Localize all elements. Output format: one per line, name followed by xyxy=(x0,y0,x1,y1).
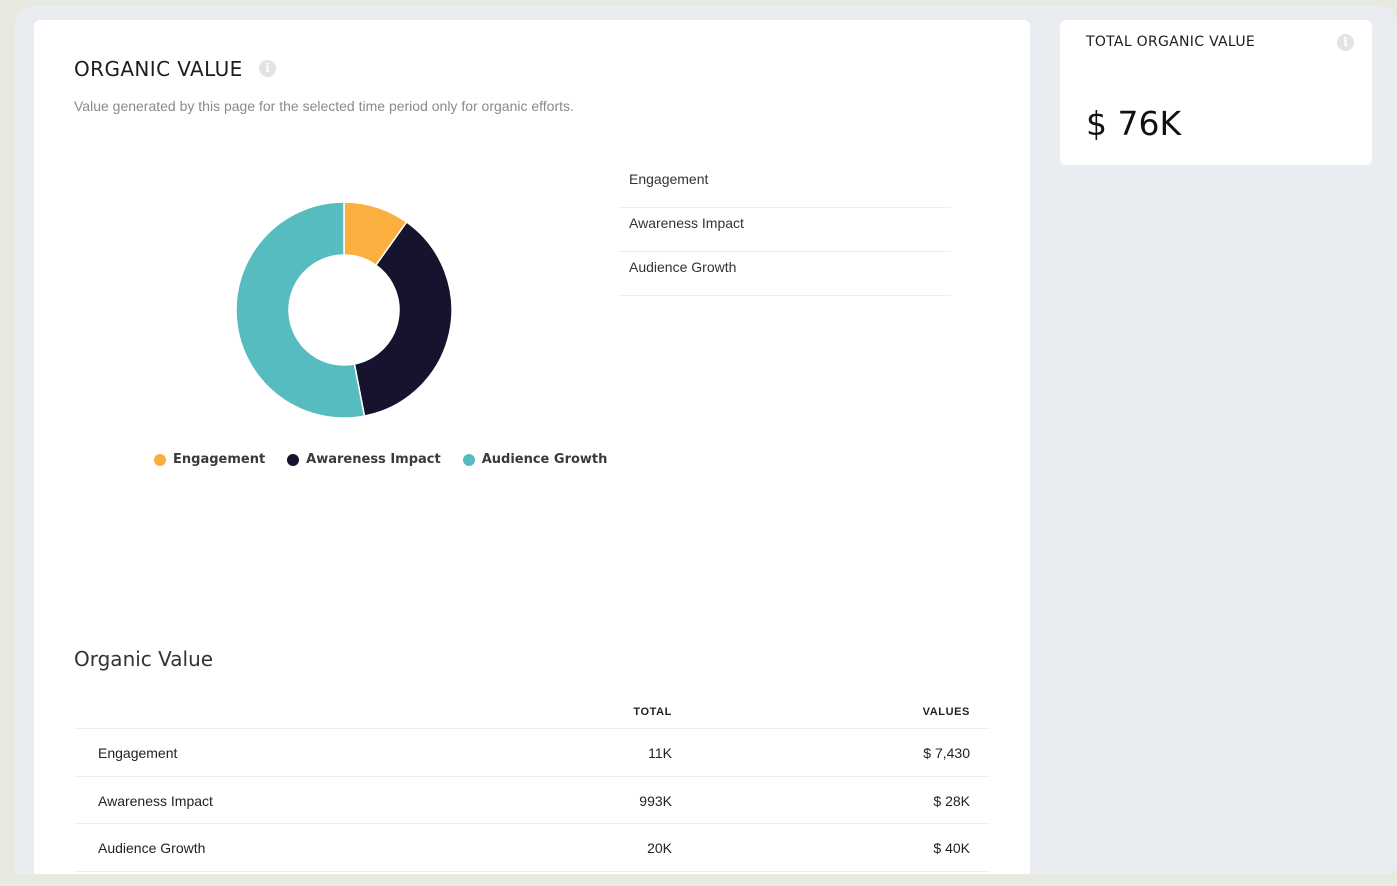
row-name: Awareness Impact xyxy=(98,792,213,809)
info-icon[interactable]: i xyxy=(1337,34,1354,51)
legend-label-audience-growth: Audience Growth xyxy=(481,452,608,467)
table-row: Audience Growth 20K $ 40K xyxy=(74,824,990,872)
info-icon[interactable]: i xyxy=(259,60,276,77)
row-value: $ 40K xyxy=(933,840,970,856)
category-list: Engagement Awareness Impact Audience Gro… xyxy=(619,164,951,296)
category-item-audience-growth[interactable]: Audience Growth xyxy=(619,252,951,296)
chart-legend: Engagement Awareness Impact Audience Gro… xyxy=(154,452,607,467)
category-item-engagement[interactable]: Engagement xyxy=(619,164,951,208)
legend-dot-audience-growth xyxy=(462,453,475,466)
table-row: Engagement 11K $ 7,430 xyxy=(74,729,990,777)
table-row: Awareness Impact 993K $ 28K xyxy=(74,777,990,824)
slice-awareness-impact[interactable] xyxy=(353,220,453,417)
donut-chart xyxy=(235,201,453,419)
legend-dot-engagement xyxy=(154,453,166,466)
slice-audience-growth[interactable] xyxy=(235,201,366,419)
header-total[interactable]: TOTAL xyxy=(633,706,672,718)
legend-item-awareness-impact[interactable]: Awareness Impact xyxy=(287,452,441,467)
legend-label-awareness-impact: Awareness Impact xyxy=(306,452,441,467)
row-value: $ 7,430 xyxy=(923,745,970,761)
organic-value-table: TOTAL VALUES Engagement 11K $ 7,430 Awar… xyxy=(74,706,990,872)
legend-item-audience-growth[interactable]: Audience Growth xyxy=(462,452,608,467)
dashboard-area: ORGANIC VALUE i Value generated by this … xyxy=(15,6,1397,874)
legend-label-engagement: Engagement xyxy=(173,452,266,467)
header-values[interactable]: VALUES xyxy=(922,706,970,718)
row-total: 993K xyxy=(639,792,672,809)
organic-value-card: ORGANIC VALUE i Value generated by this … xyxy=(34,20,1030,874)
row-total: 11K xyxy=(648,745,672,761)
total-title: TOTAL ORGANIC VALUE xyxy=(1086,34,1256,50)
legend-item-engagement[interactable]: Engagement xyxy=(154,452,265,467)
table-title: Organic Value xyxy=(74,647,214,671)
total-organic-value-card: TOTAL ORGANIC VALUE i $ 76K xyxy=(1060,20,1372,165)
total-value: $ 76K xyxy=(1086,104,1182,143)
row-name: Engagement xyxy=(98,745,178,761)
row-name: Audience Growth xyxy=(98,840,206,856)
table-header: TOTAL VALUES xyxy=(74,706,990,729)
page-subtitle: Value generated by this page for the sel… xyxy=(74,98,574,114)
legend-dot-awareness-impact xyxy=(287,453,300,466)
category-item-awareness-impact[interactable]: Awareness Impact xyxy=(619,208,951,252)
row-total: 20K xyxy=(647,840,672,856)
page-title: ORGANIC VALUE xyxy=(74,57,243,81)
row-value: $ 28K xyxy=(933,792,970,809)
